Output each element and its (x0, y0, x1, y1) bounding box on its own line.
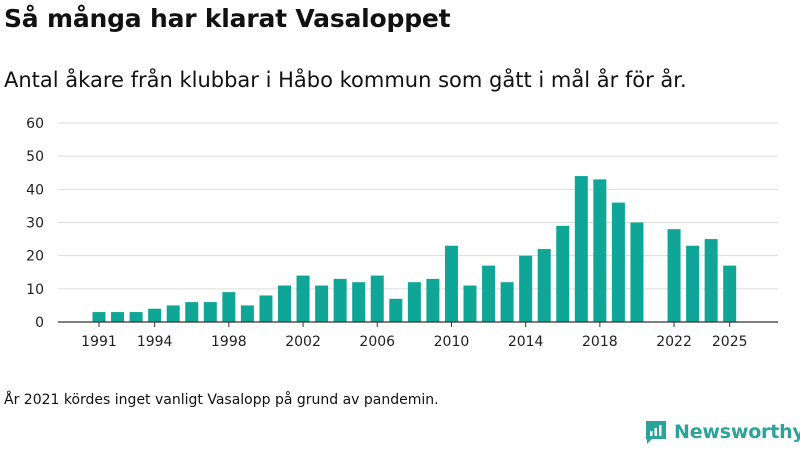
bar (203, 302, 217, 322)
bar (463, 285, 477, 322)
bar (315, 285, 329, 322)
bar (593, 179, 607, 322)
bar (611, 202, 625, 322)
bar (166, 305, 180, 322)
newsworthy-logo-icon (646, 421, 666, 444)
brand-name: Newsworthy (674, 421, 800, 443)
bar (259, 295, 273, 322)
x-tick-label: 1991 (81, 334, 117, 350)
chart-title: Så många har klarat Vasaloppet (4, 4, 451, 33)
x-tick-label: 1998 (211, 334, 247, 350)
y-tick-label: 20 (26, 249, 44, 265)
bar (482, 265, 496, 322)
bar (129, 312, 143, 322)
bar (667, 229, 681, 322)
x-tick-label: 2014 (508, 334, 544, 350)
x-tick-label: 1994 (137, 334, 173, 350)
x-tick-label: 2006 (359, 334, 395, 350)
bar (278, 285, 291, 322)
bar (686, 245, 700, 322)
bar (444, 245, 458, 322)
bar (296, 275, 310, 322)
y-tick-label: 60 (26, 116, 44, 132)
bar (222, 292, 236, 322)
bar (537, 249, 551, 322)
x-tick-label: 2022 (656, 334, 692, 350)
y-tick-label: 30 (26, 216, 44, 232)
bar (185, 302, 199, 322)
footnote: År 2021 kördes inget vanligt Vasalopp på… (4, 392, 439, 408)
bar (389, 298, 403, 322)
bar (148, 308, 162, 322)
bar (352, 282, 366, 322)
bar (630, 222, 644, 322)
y-tick-label: 0 (35, 315, 44, 331)
bar (519, 255, 533, 322)
bar (240, 305, 254, 322)
bar (407, 282, 421, 322)
bar (723, 265, 737, 322)
bar (426, 278, 440, 322)
chart-subtitle: Antal åkare från klubbar i Håbo kommun s… (4, 68, 687, 92)
bar (333, 278, 347, 322)
brand-logo: Newsworthy (644, 418, 800, 446)
x-tick-label: 2002 (285, 334, 321, 350)
y-tick-label: 40 (26, 182, 44, 198)
bar (111, 312, 125, 322)
bar (574, 176, 588, 322)
bar (92, 312, 106, 322)
bar (556, 225, 570, 322)
bar (370, 275, 384, 322)
x-tick-label: 2025 (712, 334, 748, 350)
y-tick-label: 10 (26, 282, 44, 298)
bar (704, 239, 718, 322)
x-tick-label: 2018 (582, 334, 618, 350)
bar (500, 282, 514, 322)
x-tick-label: 2010 (434, 334, 470, 350)
bar-chart: 0 10 20 30 40 50 60 1991 1994 1998 2002 2006 2010 201… (26, 116, 778, 350)
y-tick-label: 50 (26, 149, 44, 165)
